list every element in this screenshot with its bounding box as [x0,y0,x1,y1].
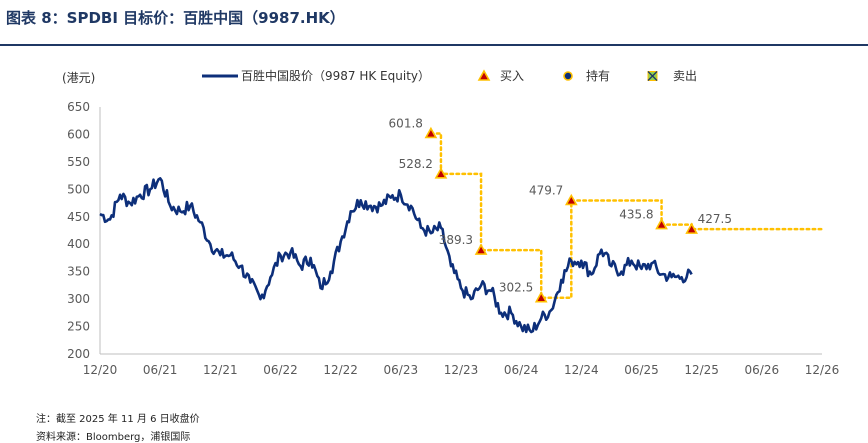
legend-buy-label: 买入 [500,69,524,83]
price-line [99,177,693,334]
x-tick-label: 12/22 [323,363,358,377]
x-tick-label: 12/23 [444,363,479,377]
target-label: 435.8 [619,208,653,222]
chart-legend: 百胜中国股价（9987 HK Equity） 买入 持有 卖出 [202,68,697,83]
x-tick-label: 06/24 [504,363,539,377]
target-label: 528.2 [399,157,433,171]
y-tick-label: 600 [67,127,90,141]
buy-marker [474,243,488,255]
title-rule [0,44,868,46]
buy-marker [534,291,548,303]
legend-sell-label: 卖出 [673,69,697,83]
legend-hold-icon [563,71,573,81]
buy-marker [655,217,668,230]
y-tick-label: 300 [67,292,90,306]
y-tick-label: 550 [67,155,90,169]
legend-sell-cross [647,71,658,81]
footnote: 注：截至 2025 年 11 月 6 日收盘价 [36,414,200,425]
legend-hold-label: 持有 [586,68,610,83]
x-tick-label: 06/21 [143,363,178,377]
target-label: 427.5 [698,212,732,226]
x-tick-label: 06/22 [263,363,298,377]
y-tick-label: 350 [67,265,90,279]
y-tick-label: 450 [67,210,90,224]
x-tick-label: 12/21 [203,363,238,377]
legend-buy-icon [477,69,491,81]
y-tick-label: 250 [67,320,90,334]
chart-axes: 200 250 300 350 400 450 500 550 600 650 (港元) 12/20 0… [62,71,839,377]
figure-title: 图表 8：SPDBI 目标价：百胜中国（9987.HK） [6,9,345,27]
y-tick-label: 650 [67,100,90,114]
y-axis-label: (港元) [62,71,95,85]
x-tick-label: 12/24 [564,363,599,377]
x-tick-label: 06/26 [745,363,780,377]
target-label: 389.3 [439,233,473,247]
x-tick-label: 12/26 [805,363,840,377]
target-label: 302.5 [499,281,533,295]
buy-marker [685,222,698,234]
y-tick-label: 500 [67,182,90,196]
buy-marker [424,126,438,139]
rating-markers: 601.8 528.2 389.3 302.5 479.7 435.8 427.5 [389,116,732,303]
buy-marker [434,167,448,179]
x-tick-label: 12/25 [684,363,719,377]
y-tick-label: 400 [67,237,90,251]
price-series [99,177,693,334]
legend-price-label: 百胜中国股价（9987 HK Equity） [241,68,430,83]
target-label: 479.7 [529,183,563,197]
y-tick-label: 200 [67,347,90,361]
x-tick-label: 06/23 [384,363,419,377]
target-label: 601.8 [389,116,423,130]
x-tick-label: 12/20 [83,363,118,377]
x-tick-label: 06/25 [624,363,659,377]
buy-marker [564,193,578,206]
